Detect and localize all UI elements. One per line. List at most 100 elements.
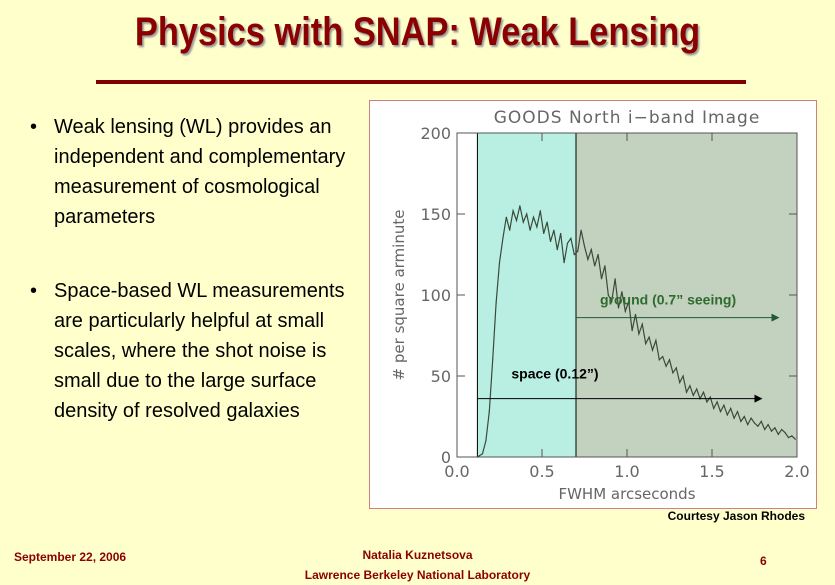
- data-point: [716, 401, 718, 403]
- data-point: [730, 407, 732, 409]
- data-point: [621, 291, 623, 293]
- y-tick-label: 100: [420, 286, 451, 305]
- data-point: [658, 359, 660, 361]
- data-point: [696, 388, 698, 390]
- data-point: [519, 205, 521, 207]
- data-point: [753, 422, 756, 424]
- bullet-list: • Weak lensing (WL) provides an independ…: [30, 112, 370, 426]
- data-point: [709, 396, 711, 398]
- data-point: [546, 221, 548, 223]
- y-tick-label: 50: [431, 367, 451, 386]
- data-point: [634, 313, 637, 316]
- data-point: [492, 359, 494, 361]
- data-point: [784, 432, 786, 434]
- data-point: [512, 210, 514, 212]
- data-point: [607, 294, 609, 296]
- data-point: [532, 216, 535, 218]
- data-point: [539, 210, 541, 212]
- data-point: [587, 258, 589, 260]
- fwhm-histogram-chart: 0.0 0.5 1.0 1.5 2.0 0 50 100 150 200 ground (0.7” …: [390, 108, 810, 503]
- data-point: [713, 407, 715, 409]
- data-point: [757, 425, 759, 427]
- arrowhead-icon: [771, 313, 780, 322]
- x-tick-label: 1.0: [614, 462, 639, 481]
- bullet-item-2: • Space-based WL measurements are partic…: [30, 276, 370, 426]
- data-point: [692, 394, 694, 397]
- data-point: [760, 420, 762, 422]
- footer-center: Natalia Kuznetsova Lawrence Berkeley Nat…: [250, 545, 585, 585]
- data-point: [733, 417, 735, 419]
- arrowhead-icon: [754, 394, 763, 403]
- data-point: [743, 415, 745, 418]
- bullet-text-2: Space-based WL measurements are particul…: [54, 280, 345, 422]
- data-point: [638, 333, 640, 335]
- data-point: [689, 385, 691, 387]
- data-point: [583, 245, 586, 247]
- data-point: [764, 428, 766, 431]
- shaded-region-space: [477, 133, 576, 457]
- data-point: [549, 240, 552, 243]
- data-point: [723, 404, 725, 406]
- chart-title: GOODS North i−band Image: [494, 108, 761, 128]
- data-point: [614, 278, 616, 280]
- data-point: [736, 411, 739, 413]
- data-point: [594, 265, 596, 267]
- footer-date: September 22, 2006: [14, 550, 127, 564]
- data-point: [604, 265, 606, 267]
- y-tick-label: 150: [420, 205, 451, 224]
- y-axis-label: # per square arminute: [390, 210, 408, 381]
- y-tick-label: 200: [420, 124, 451, 143]
- data-point: [747, 424, 749, 426]
- data-point: [750, 417, 752, 419]
- x-tick-label: 0.0: [444, 462, 469, 481]
- data-point: [495, 302, 497, 304]
- data-point: [787, 436, 790, 439]
- data-point: [774, 427, 776, 429]
- data-point: [662, 355, 664, 358]
- data-point: [679, 381, 681, 384]
- data-point: [577, 250, 579, 252]
- data-point: [560, 232, 562, 235]
- data-point: [648, 336, 650, 338]
- data-point: [563, 262, 565, 264]
- data-point: [675, 367, 677, 369]
- footer-author: Natalia Kuznetsova: [362, 548, 473, 562]
- data-point: [719, 411, 722, 413]
- data-point: [522, 221, 524, 223]
- data-point: [624, 310, 626, 312]
- data-point: [597, 253, 599, 256]
- data-point: [536, 226, 538, 228]
- data-point: [628, 300, 630, 303]
- data-point: [740, 420, 742, 422]
- data-point: [488, 411, 490, 413]
- data-point: [617, 307, 620, 309]
- ground-annotation-label: ground (0.7” seeing): [600, 292, 736, 308]
- data-point: [505, 216, 507, 218]
- data-point: [502, 237, 504, 239]
- data-point: [641, 323, 643, 325]
- data-point: [777, 433, 779, 435]
- x-axis-label: FWHM arcseconds: [558, 485, 695, 503]
- bullet-item-1: • Weak lensing (WL) provides an independ…: [30, 112, 370, 232]
- data-point: [529, 229, 531, 231]
- y-tick-label: 0: [441, 448, 451, 467]
- data-point: [631, 330, 633, 332]
- footer-page-number: 6: [760, 554, 767, 568]
- data-point: [553, 229, 555, 231]
- space-annotation-label: space (0.12”): [511, 366, 598, 382]
- data-point: [485, 440, 487, 442]
- data-point: [543, 232, 545, 235]
- data-point: [556, 249, 558, 251]
- data-point: [726, 414, 728, 416]
- data-point: [611, 300, 613, 303]
- data-point: [476, 456, 478, 458]
- x-tick-label: 1.5: [699, 462, 724, 481]
- data-point: [590, 249, 592, 251]
- chart-figure: 0.0 0.5 1.0 1.5 2.0 0 50 100 150 200 ground (0.7” …: [369, 100, 817, 509]
- data-point: [767, 424, 769, 426]
- footer-institution: Lawrence Berkeley National Laboratory: [304, 568, 531, 582]
- data-point: [781, 428, 783, 431]
- data-point: [791, 435, 793, 437]
- data-point: [515, 219, 518, 222]
- data-point: [702, 391, 705, 393]
